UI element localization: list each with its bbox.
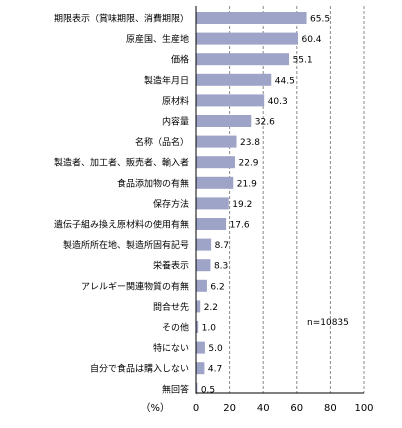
bar-12: [196, 259, 211, 272]
x-tick-label-20: 20: [223, 403, 236, 414]
category-label-17: 自分で食品は購入しない: [90, 363, 189, 375]
category-label-10: 遺伝子組み換え原材料の使用有無: [54, 219, 189, 231]
category-label-4: 原材料: [162, 95, 189, 107]
value-label-12: 8.3: [214, 262, 228, 272]
value-label-7: 22.9: [238, 159, 258, 169]
unit-label: （%）: [140, 402, 170, 414]
category-label-16: 特にない: [153, 342, 189, 354]
category-label-13: アレルギー関連物質の有無: [81, 280, 189, 292]
value-label-13: 6.2: [210, 282, 224, 292]
bar-17: [196, 362, 205, 375]
bar-0: [196, 12, 307, 24]
x-tick-label-0: 0: [193, 403, 199, 414]
value-label-2: 55.1: [293, 56, 313, 66]
value-label-17: 4.7: [208, 365, 222, 375]
bar-8: [196, 176, 234, 189]
bar-7: [196, 156, 235, 169]
category-label-15: その他: [162, 322, 189, 334]
bar-10: [196, 218, 227, 230]
category-label-3: 製造年月日: [144, 74, 189, 86]
value-label-14: 2.2: [204, 303, 218, 313]
bar-13: [196, 279, 207, 292]
category-label-9: 保存方法: [153, 198, 189, 210]
value-label-0: 65.5: [310, 15, 330, 25]
category-label-18: 無回答: [162, 383, 189, 395]
value-label-9: 19.2: [232, 200, 252, 210]
bar-16: [196, 341, 205, 354]
value-label-16: 5.0: [208, 344, 223, 354]
bar-9: [196, 197, 229, 210]
category-label-0: 期限表示（賞味期限、消費期限）: [54, 13, 189, 25]
x-tick-labels: 0 20 40 60 80 100: [193, 403, 374, 414]
bar-5: [196, 115, 252, 127]
value-label-5: 32.6: [255, 118, 275, 128]
bar-3: [196, 73, 272, 86]
x-tick-label-40: 40: [257, 403, 270, 414]
category-label-7: 製造者、加工者、販売者、輸入者: [54, 157, 189, 169]
category-label-6: 名称（品名）: [135, 136, 189, 148]
value-label-10: 17.6: [230, 221, 250, 231]
x-tick-label-100: 100: [354, 403, 373, 414]
value-label-15: 1.0: [202, 324, 217, 334]
value-label-3: 44.5: [275, 76, 295, 86]
category-label-8: 食品添加物の有無: [117, 177, 189, 189]
grid-lines: [229, 6, 365, 393]
value-label-4: 40.3: [268, 97, 288, 107]
value-label-11: 8.7: [215, 241, 229, 251]
category-label-11: 製造所所在地、製造所固有記号: [63, 239, 189, 251]
bar-14: [196, 300, 201, 313]
value-labels: 65.5 60.4 55.1 44.5 40.3 32.6 23.8 22.9 21.9 19.2…: [201, 15, 330, 396]
sample-size-note: n=10835: [307, 318, 349, 328]
value-label-1: 60.4: [301, 35, 321, 45]
x-tick-label-60: 60: [290, 403, 303, 414]
bar-11: [196, 238, 212, 251]
category-label-12: 栄養表示: [153, 260, 189, 272]
category-label-14: 問合せ先: [153, 301, 189, 313]
category-labels: 期限表示（賞味期限、消費期限） 原産国、生産地価格製造年月日原材料内容量名称（品名…: [54, 13, 189, 396]
bar-6: [196, 135, 237, 148]
bar-1: [196, 32, 298, 45]
value-label-18: 0.5: [201, 385, 215, 395]
value-label-6: 23.8: [240, 138, 260, 148]
bar-2: [196, 53, 290, 66]
category-label-2: 価格: [171, 54, 189, 66]
bar-15: [196, 321, 199, 333]
category-label-1: 原産国、生産地: [126, 33, 189, 45]
bars: [196, 12, 307, 395]
axes: [195, 6, 364, 394]
value-label-8: 21.9: [237, 179, 257, 189]
category-label-5: 内容量: [162, 116, 189, 128]
bar-4: [196, 94, 265, 107]
bar-18: [196, 382, 198, 395]
x-tick-label-80: 80: [324, 403, 337, 414]
